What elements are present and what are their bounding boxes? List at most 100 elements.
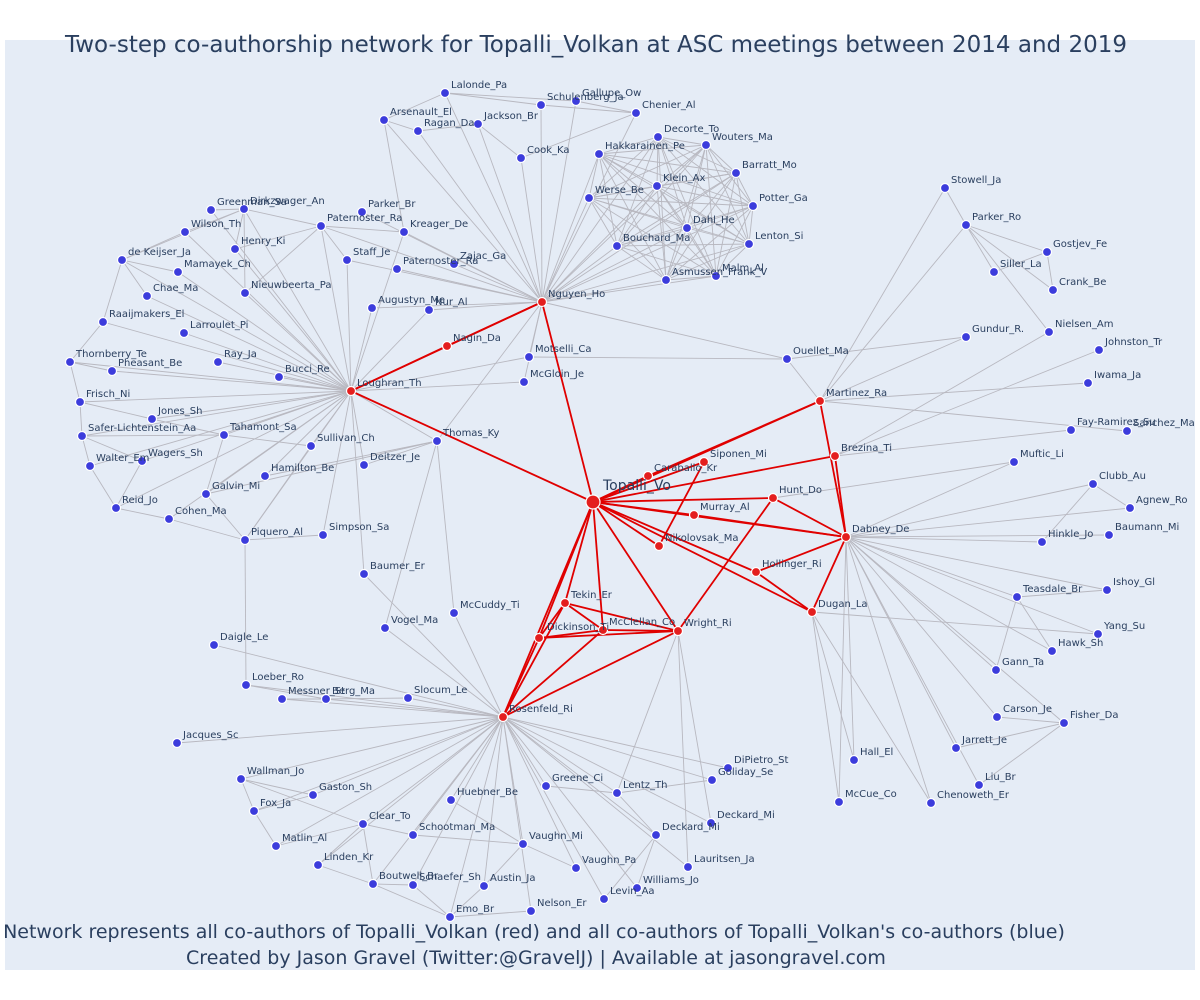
node-larroulet[interactable] [178, 327, 190, 339]
node-liu[interactable] [973, 779, 985, 791]
node-gann[interactable] [990, 664, 1002, 676]
node-klein[interactable] [651, 180, 663, 192]
node-agnew[interactable] [1124, 502, 1136, 514]
node-wagers[interactable] [136, 455, 148, 467]
node-dugan[interactable] [806, 606, 818, 618]
node-thomas[interactable] [431, 435, 443, 447]
node-augustyn[interactable] [366, 302, 378, 314]
node-berg[interactable] [320, 693, 332, 705]
node-sullivan[interactable] [305, 440, 317, 452]
node-raaijmakers[interactable] [97, 316, 109, 328]
node-hawk[interactable] [1046, 645, 1058, 657]
node-loughran[interactable] [345, 385, 357, 397]
node-wallman[interactable] [235, 773, 247, 785]
node-martinez[interactable] [814, 395, 826, 407]
node-paternosterra[interactable] [315, 220, 327, 232]
node-dabney[interactable] [840, 531, 852, 543]
node-walter[interactable] [84, 460, 96, 472]
node-nur[interactable] [423, 304, 435, 316]
node-vaughnpa[interactable] [570, 862, 582, 874]
node-fayramirez[interactable] [1065, 424, 1077, 436]
node-asmussen[interactable] [660, 274, 672, 286]
node-staff[interactable] [341, 254, 353, 266]
node-dipietro[interactable] [722, 762, 734, 774]
node-stowell[interactable] [939, 182, 951, 194]
node-teasdale[interactable] [1011, 591, 1023, 603]
node-piquero[interactable] [239, 534, 251, 546]
node-matlin[interactable] [270, 840, 282, 852]
node-deitzer[interactable] [358, 459, 370, 471]
node-mcgloin[interactable] [518, 376, 530, 388]
node-goliday[interactable] [706, 774, 718, 786]
node-deckard2[interactable] [650, 829, 662, 841]
node-chenoweth[interactable] [925, 797, 937, 809]
node-boutwell[interactable] [367, 878, 379, 890]
node-motselli[interactable] [523, 351, 535, 363]
node-jonessh[interactable] [146, 413, 158, 425]
node-clear[interactable] [357, 818, 369, 830]
node-cook[interactable] [515, 152, 527, 164]
node-lauritsen[interactable] [682, 861, 694, 873]
node-yang[interactable] [1092, 628, 1104, 640]
node-johnston[interactable] [1093, 344, 1105, 356]
node-ragan[interactable] [412, 125, 424, 137]
node-mamayek[interactable] [172, 266, 184, 278]
node-decorte[interactable] [652, 131, 664, 143]
node-ouellet[interactable] [781, 353, 793, 365]
node-tekin[interactable] [559, 597, 571, 609]
node-lalonde[interactable] [439, 87, 451, 99]
node-jacques[interactable] [171, 737, 183, 749]
node-schootman[interactable] [407, 829, 419, 841]
node-nguyen[interactable] [536, 296, 548, 308]
node-bouchard[interactable] [611, 240, 623, 252]
node-vaughnmi[interactable] [517, 838, 529, 850]
node-nielsen[interactable] [1043, 326, 1055, 338]
node-hamilton[interactable] [259, 470, 271, 482]
node-hakkarainen[interactable] [593, 148, 605, 160]
node-topalli[interactable] [585, 494, 601, 510]
node-williams[interactable] [631, 882, 643, 894]
node-loeber[interactable] [240, 679, 252, 691]
node-simpson[interactable] [317, 529, 329, 541]
node-tahamont[interactable] [218, 429, 230, 441]
node-baumann[interactable] [1103, 529, 1115, 541]
node-fisher[interactable] [1058, 717, 1070, 729]
node-vogel[interactable] [379, 622, 391, 634]
node-frisch[interactable] [74, 396, 86, 408]
node-carson[interactable] [991, 711, 1003, 723]
node-wouters[interactable] [700, 139, 712, 151]
node-bucci[interactable] [273, 371, 285, 383]
node-schaefer[interactable] [407, 879, 419, 891]
node-nelson[interactable] [525, 905, 537, 917]
node-ray[interactable] [212, 356, 224, 368]
node-iwama[interactable] [1082, 377, 1094, 389]
node-siller[interactable] [988, 266, 1000, 278]
node-mccuddy[interactable] [448, 607, 460, 619]
node-safer[interactable] [76, 430, 88, 442]
node-gallupe[interactable] [570, 95, 582, 107]
node-paternosterra2[interactable] [391, 263, 403, 275]
node-henry[interactable] [229, 243, 241, 255]
node-muftic[interactable] [1008, 456, 1020, 468]
node-clubb[interactable] [1087, 478, 1099, 490]
node-fox[interactable] [248, 805, 260, 817]
node-rosenfeld[interactable] [497, 711, 509, 723]
node-daigle[interactable] [208, 639, 220, 651]
node-chae[interactable] [141, 290, 153, 302]
node-hunt[interactable] [767, 492, 779, 504]
node-dickinson[interactable] [533, 632, 545, 644]
node-brezina[interactable] [829, 450, 841, 462]
node-emo[interactable] [444, 911, 456, 923]
node-gundur[interactable] [960, 331, 972, 343]
node-deckard1[interactable] [705, 817, 717, 829]
node-levin[interactable] [598, 893, 610, 905]
node-potter[interactable] [747, 200, 759, 212]
node-gostjev[interactable] [1041, 246, 1053, 258]
node-sanchez[interactable] [1121, 425, 1133, 437]
node-reid[interactable] [110, 502, 122, 514]
node-baumer[interactable] [358, 568, 370, 580]
node-arsenault[interactable] [378, 114, 390, 126]
node-mccue[interactable] [833, 796, 845, 808]
node-dekeijser[interactable] [116, 254, 128, 266]
node-wright[interactable] [672, 625, 684, 637]
